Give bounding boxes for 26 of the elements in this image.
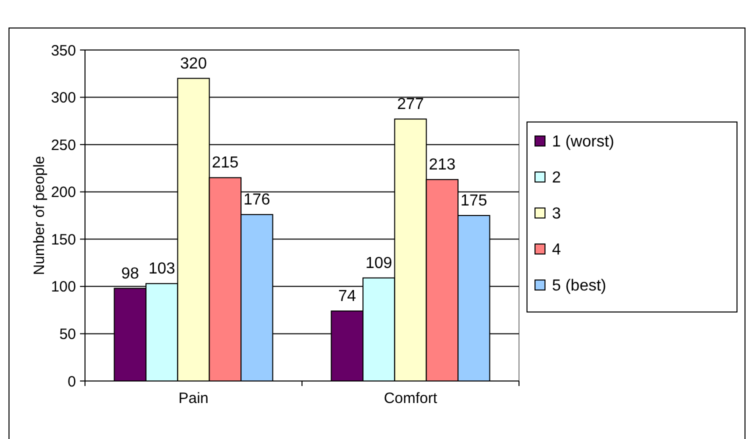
- x-tick-label: Comfort: [384, 390, 438, 407]
- data-label: 277: [397, 96, 424, 114]
- data-label: 109: [365, 254, 392, 272]
- legend-label: 5 (best): [552, 278, 606, 295]
- y-tick-label: 300: [50, 90, 76, 107]
- data-label: 176: [244, 192, 270, 209]
- y-tick-label: 250: [50, 136, 76, 154]
- y-tick-label: 50: [59, 326, 76, 343]
- legend-label: 4: [552, 242, 561, 259]
- data-label: 74: [338, 288, 356, 306]
- data-label: 98: [121, 265, 140, 282]
- y-tick-label: 150: [50, 231, 76, 248]
- y-tick-label: 0: [68, 373, 76, 390]
- y-tick-label: 350: [50, 42, 76, 60]
- data-label: 103: [148, 260, 176, 278]
- legend-label: 2: [552, 170, 561, 187]
- data-label: 175: [460, 192, 488, 210]
- y-tick-label: 100: [50, 278, 76, 296]
- y-tick-label: 200: [50, 184, 76, 202]
- data-label: 215: [212, 154, 239, 172]
- legend-label: 3: [552, 206, 561, 223]
- y-axis-title: Number of people: [31, 156, 48, 276]
- data-label: 213: [428, 156, 456, 174]
- legend-label: 1 (worst): [552, 134, 614, 151]
- x-tick-label: Pain: [178, 390, 209, 407]
- data-label: 320: [180, 55, 207, 72]
